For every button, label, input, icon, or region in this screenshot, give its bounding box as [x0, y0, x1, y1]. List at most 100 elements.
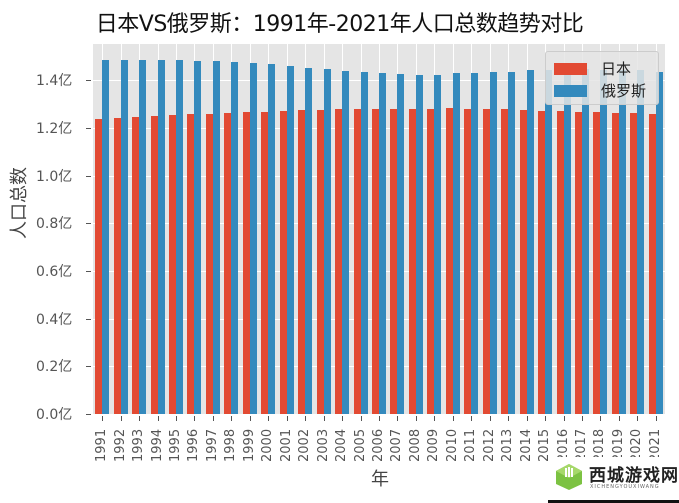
y-tick-mark — [86, 366, 91, 368]
y-tick-label: 1.2亿 — [36, 120, 73, 137]
x-tick-mark — [655, 416, 657, 421]
y-tick-mark — [86, 223, 91, 225]
bar-japan — [335, 109, 343, 414]
bar-russia — [526, 70, 534, 414]
bar-russia — [212, 61, 220, 414]
bar-russia — [379, 73, 386, 414]
x-tick-mark — [102, 416, 104, 421]
x-tick-mark — [618, 416, 620, 421]
x-tick-mark — [434, 416, 436, 421]
bar-russia — [563, 69, 571, 414]
bar-russia — [655, 72, 663, 414]
x-tick-label: 1994 — [149, 428, 165, 462]
x-tick-label: 2006 — [371, 428, 386, 462]
bar-russia — [360, 72, 368, 414]
bar-russia — [415, 74, 423, 414]
bar-japan — [630, 113, 638, 414]
y-tick-mark — [86, 270, 91, 272]
bar-russia — [434, 75, 442, 414]
bar-russia — [139, 59, 147, 414]
bar-russia — [286, 65, 294, 414]
x-tick-label: 2013 — [500, 428, 516, 462]
x-tick-label: 2005 — [352, 428, 368, 462]
x-tick-label: 2001 — [278, 428, 294, 462]
y-tick-label: 1.0亿 — [36, 168, 73, 185]
x-tick-mark — [176, 416, 178, 421]
legend-label-japan: 日本 — [601, 60, 632, 78]
bar-japan — [187, 114, 195, 414]
bar-japan — [390, 109, 398, 414]
bar-japan — [132, 116, 140, 414]
watermark-subtext: XICHENGYOUXIWANG — [590, 484, 660, 490]
x-tick-mark — [637, 416, 639, 421]
y-tick-label: 1.4亿 — [36, 73, 73, 90]
x-tick-label: 1993 — [131, 428, 147, 462]
x-tick-mark — [545, 416, 547, 421]
bar-japan — [242, 112, 250, 414]
legend-label-russia: 俄罗斯 — [601, 82, 647, 100]
watermark-text: 西城游戏网 — [589, 466, 679, 486]
bar-russia — [342, 70, 350, 414]
bar-russia — [618, 69, 626, 414]
bar-russia — [600, 69, 608, 414]
bar-russia — [102, 60, 110, 414]
x-tick-mark — [600, 416, 602, 421]
x-tick-label: 2014 — [518, 428, 534, 462]
y-tick-mark — [86, 80, 91, 82]
bar-russia — [452, 73, 460, 414]
x-tick-label: 1998 — [223, 428, 239, 462]
bar-japan — [224, 112, 232, 414]
chart-title: 日本VS俄罗斯：1991年-2021年人口总数趋势对比 — [95, 12, 584, 37]
legend-item-russia: 俄罗斯 — [554, 80, 646, 101]
bar-russia — [120, 59, 128, 414]
bar-japan — [593, 112, 601, 414]
bar-japan — [298, 110, 306, 414]
x-tick-mark — [397, 416, 399, 421]
x-tick-mark — [581, 416, 583, 421]
x-tick-mark — [452, 416, 454, 421]
bar-japan — [427, 108, 435, 414]
x-tick-mark — [194, 416, 196, 421]
bar-russia — [176, 60, 184, 414]
x-tick-label: 2010 — [444, 428, 460, 462]
bar-russia — [268, 64, 276, 414]
x-tick-label: 2002 — [297, 428, 313, 462]
x-tick-label: 2009 — [426, 428, 442, 462]
x-tick-mark — [249, 416, 251, 421]
x-tick-mark — [323, 416, 325, 421]
bar-japan — [169, 114, 177, 414]
x-tick-label: 1997 — [204, 428, 220, 462]
watermark-logo-icon — [556, 464, 582, 490]
x-tick-mark — [157, 416, 159, 421]
x-tick-mark — [120, 416, 122, 421]
x-tick-label: 2007 — [389, 428, 405, 462]
bar-japan — [519, 109, 527, 414]
bar-japan — [501, 109, 509, 414]
legend: 日本 俄罗斯 — [545, 51, 659, 105]
bar-japan — [95, 118, 103, 414]
bar-japan — [372, 109, 379, 414]
bar-russia — [489, 72, 497, 414]
bar-japan — [445, 108, 453, 414]
bar-japan — [150, 115, 158, 414]
bar-russia — [397, 74, 405, 414]
watermark: 西城游戏网 XICHENGYOUXIWANG — [548, 457, 679, 503]
bar-japan — [205, 113, 213, 414]
x-tick-label: 2004 — [334, 428, 350, 462]
x-tick-mark — [379, 416, 380, 421]
x-tick-mark — [471, 416, 473, 421]
y-tick-label: 0.2亿 — [36, 359, 73, 376]
y-tick-label: 0.6亿 — [36, 263, 73, 280]
bar-russia — [323, 69, 331, 414]
x-tick-label: 2003 — [315, 428, 331, 462]
x-tick-mark — [489, 416, 491, 421]
legend-swatch-russia — [554, 84, 587, 97]
bar-russia — [157, 60, 165, 414]
y-tick-mark — [86, 175, 91, 177]
bar-russia — [305, 67, 313, 414]
legend-swatch-japan — [554, 62, 587, 75]
x-tick-label: 1992 — [112, 428, 128, 462]
y-tick-mark — [86, 318, 91, 320]
bar-japan — [611, 112, 619, 414]
bar-japan — [464, 108, 472, 414]
